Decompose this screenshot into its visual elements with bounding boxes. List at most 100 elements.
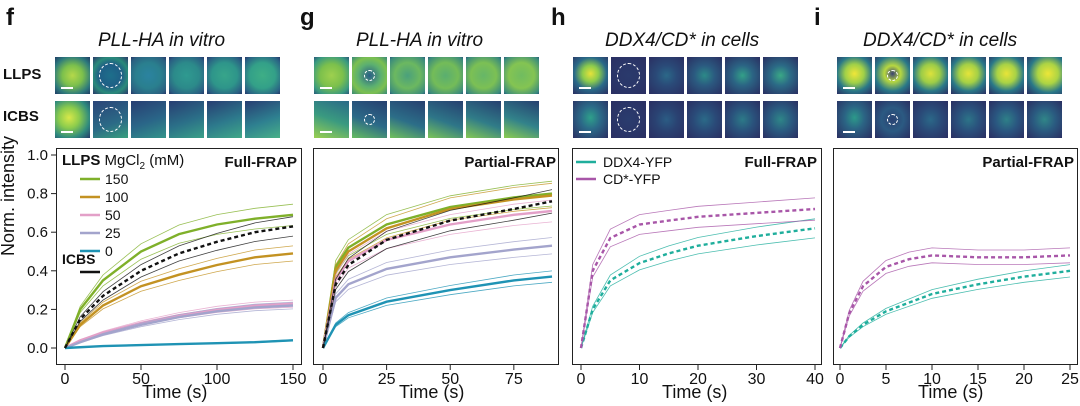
series-envelope-i-1 <box>839 247 1071 349</box>
micrograph <box>989 57 1024 94</box>
x-tick-label: 0 <box>61 371 70 388</box>
micrograph <box>649 101 684 138</box>
series-line-i-1 <box>838 254 1071 349</box>
series-envelope-f-0 <box>64 225 294 349</box>
series-envelope-f-1 <box>64 260 294 349</box>
micrograph <box>989 101 1024 138</box>
row-label-llps: LLPS <box>3 66 42 83</box>
series-envelope-f-5 <box>64 216 294 349</box>
series-envelope-h-0 <box>580 218 816 349</box>
micrograph <box>245 57 280 94</box>
x-axis-title-g: Time (s) <box>399 382 465 402</box>
panel-letter-g: g <box>300 4 315 31</box>
micrograph-strip-g-icbs <box>314 101 539 138</box>
frap-label-h: Full-FRAP <box>745 154 818 171</box>
legend-label-f: 25 <box>105 225 121 241</box>
micrograph <box>611 57 646 94</box>
legend-header-f: LLPS MgCl2 (mM) <box>62 152 184 172</box>
y-tick-label: 0.2 <box>27 301 48 318</box>
series-envelope-g-4 <box>322 270 553 349</box>
panel-letter-h: h <box>551 4 566 31</box>
micrograph <box>763 57 798 94</box>
series-envelope-g-3 <box>322 237 553 349</box>
legend-label-h: CD*-YFP <box>603 171 661 187</box>
x-tick-label: 25 <box>1061 371 1079 388</box>
micrograph <box>573 57 608 94</box>
x-axis-title-i: Time (s) <box>918 382 984 402</box>
series-envelope-g-5 <box>322 189 553 349</box>
legend-label-icbs: ICBS <box>62 251 95 267</box>
micrograph <box>428 101 463 138</box>
series-line-g-1 <box>321 194 553 349</box>
legend-label-f: 150 <box>105 171 129 187</box>
y-tick-label: 0.6 <box>27 224 48 241</box>
micrograph <box>466 57 501 94</box>
series-line-f-0 <box>63 213 294 349</box>
micrograph <box>1027 57 1062 94</box>
series-line-f-5 <box>63 225 294 349</box>
x-tick-label: 20 <box>689 371 707 388</box>
panel-title-i: DDX4/CD* in cells <box>863 30 1018 51</box>
legend-label-f: 50 <box>105 207 121 223</box>
series-envelope-i-0 <box>839 276 1071 349</box>
x-axis-title-f: Time (s) <box>142 382 208 402</box>
panel-letter-f: f <box>6 4 14 31</box>
x-tick-label: 50 <box>441 371 459 388</box>
micrograph <box>169 57 204 94</box>
panel-title-h: DDX4/CD* in cells <box>605 30 760 51</box>
series-envelope-g-3 <box>322 253 553 349</box>
micrograph <box>352 101 387 138</box>
panel-letter-i: i <box>814 4 821 31</box>
frap-label-f: Full-FRAP <box>225 154 298 171</box>
series-envelope-f-1 <box>64 245 294 349</box>
series-line-g-0 <box>321 192 553 349</box>
x-tick-label: 0 <box>836 371 845 388</box>
x-tick-label: 20 <box>1015 371 1033 388</box>
micrograph <box>314 57 349 94</box>
x-tick-label: 75 <box>505 371 523 388</box>
micrograph <box>466 101 501 138</box>
micrograph <box>428 57 463 94</box>
x-tick-label: 50 <box>132 371 150 388</box>
series-line-f-1 <box>63 252 294 349</box>
micrograph <box>245 101 280 138</box>
chart-frame-h <box>572 148 822 365</box>
series-envelope-i-0 <box>839 264 1071 349</box>
micrograph-strip-f-icbs <box>55 101 280 138</box>
x-tick-label: 10 <box>631 371 649 388</box>
micrograph <box>504 57 539 94</box>
micrograph <box>93 101 128 138</box>
y-tick-label: 0.4 <box>27 263 48 280</box>
series-line-f-4 <box>64 339 294 350</box>
series-envelope-h-1 <box>580 197 816 349</box>
x-tick-label: 30 <box>748 371 766 388</box>
series-envelope-g-2 <box>322 199 553 349</box>
micrograph <box>687 57 722 94</box>
micrograph <box>875 101 910 138</box>
micrograph-strip-i-llps <box>837 57 1062 94</box>
micrograph <box>207 101 242 138</box>
frap-label-g: Partial-FRAP <box>464 154 556 171</box>
micrograph-strip-h-llps <box>573 57 798 94</box>
x-tick-label: 0 <box>319 371 328 388</box>
series-envelope-g-1 <box>322 182 553 349</box>
x-tick-label: 10 <box>923 371 941 388</box>
x-tick-label: 40 <box>806 371 824 388</box>
micrograph <box>169 101 204 138</box>
y-tick-label: 0.0 <box>27 340 48 357</box>
micrograph-strip-f-llps <box>55 57 280 94</box>
x-tick-label: 150 <box>280 371 307 388</box>
micrograph-strip-h-icbs <box>573 101 798 138</box>
y-tick-label: 1.0 <box>27 147 48 164</box>
micrograph <box>352 57 387 94</box>
y-tick-label: 0.8 <box>27 186 48 203</box>
micrograph <box>763 101 798 138</box>
series-line-g-4 <box>321 275 553 349</box>
series-line-h-1 <box>579 207 816 349</box>
micrograph <box>913 57 948 94</box>
micrograph <box>875 57 910 94</box>
micrograph <box>573 101 608 138</box>
micrograph <box>951 101 986 138</box>
series-line-g-3 <box>321 244 553 349</box>
